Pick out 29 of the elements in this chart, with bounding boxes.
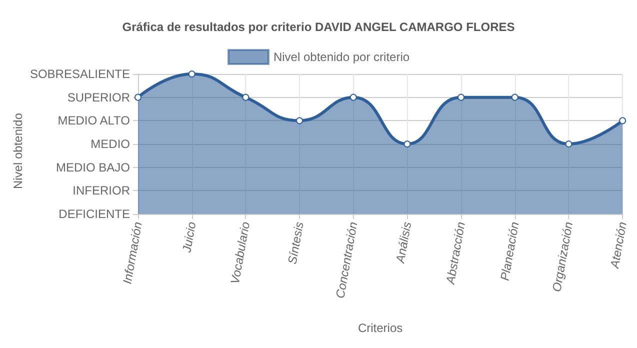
point [296,117,304,124]
point [242,94,250,101]
x-axis-title: Criterios [358,321,403,335]
x-tick-label: Planeación [498,220,522,282]
category-label: MEDIO [90,137,130,151]
x-tick-label: Vocabulario [228,220,253,286]
x-tick-label: Organización [550,220,576,293]
x-tick-label: Síntesis [285,220,306,266]
legend-label: Nivel obtenido por criterio [273,50,410,64]
x-tick-label: Atención [607,220,630,270]
x-tick-label: Abstracción [443,220,468,286]
category-label: MEDIO ALTO [58,114,130,128]
category-label: INFERIOR [72,184,130,198]
point [188,70,196,78]
point [350,94,357,101]
x-tick-label: Análisis [392,220,414,265]
text: Nivel obtenido [11,112,25,190]
x-tick-label: Juicio [179,220,199,254]
point [458,94,465,101]
category-label: SOBRESALIENTE [30,67,130,81]
category-label: SUPERIOR [67,90,130,104]
point [619,117,626,124]
category-label: DEFICIENTE [58,207,130,221]
point [511,94,518,101]
point [565,140,572,148]
x-tick-label: Información [120,220,145,285]
point [404,140,411,148]
chart-title: Gráfica de resultados por criterio DAVID ANGEL CAMARGO FLORES [122,20,515,34]
category-label: MEDIO BAJO [56,160,130,174]
